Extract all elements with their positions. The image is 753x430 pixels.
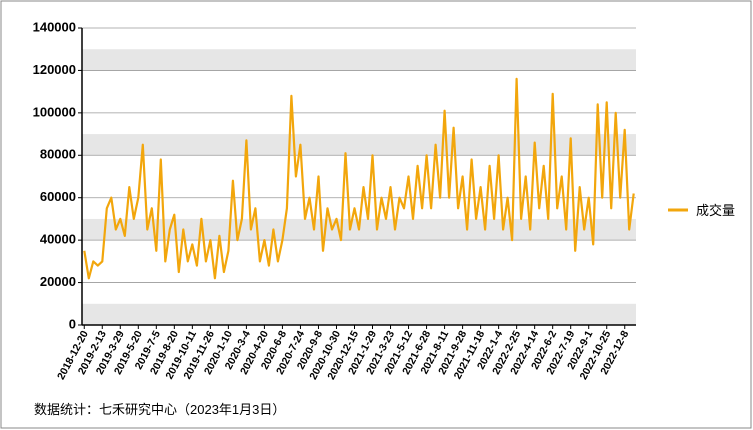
series-line [83,77,635,280]
y-tick-label: 0 [69,316,76,331]
y-tick-label: 140000 [33,19,76,34]
y-tick-label: 100000 [33,104,76,119]
y-tick-label: 20000 [40,274,76,289]
grid-band [82,303,636,325]
y-tick-label: 120000 [33,62,76,77]
grid-band [82,49,636,71]
grid-band [82,134,636,156]
legend-label: 成交量 [696,203,735,218]
source-note: 数据统计：七禾研究中心（2023年1月3日） [34,402,285,417]
y-tick-label: 80000 [40,147,76,162]
y-tick-label: 40000 [40,232,76,247]
y-tick-label: 60000 [40,189,76,204]
